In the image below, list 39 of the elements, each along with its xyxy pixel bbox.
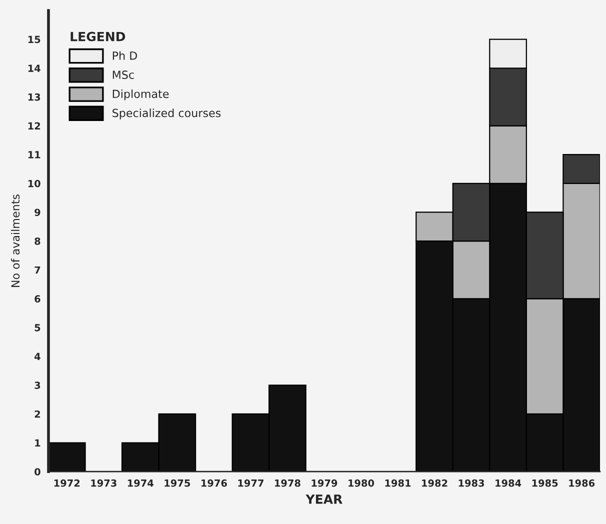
bar <box>48 442 86 472</box>
x-tick-label: 1985 <box>532 479 558 487</box>
legend-label: Ph D <box>112 51 137 60</box>
y-tick-label: 0 <box>34 468 40 476</box>
y-tick-label: 13 <box>28 93 40 101</box>
x-tick-label: 1979 <box>312 479 338 487</box>
x-tick-label: 1982 <box>422 479 448 487</box>
y-tick-label: 5 <box>34 324 40 332</box>
y-tick-label: 1 <box>35 439 40 446</box>
x-tick-label: 1981 <box>385 479 411 487</box>
x-tick-label: 1973 <box>91 479 116 487</box>
x-tick-label: 1976 <box>201 479 227 487</box>
y-tick-label: 12 <box>28 122 40 130</box>
x-tick-label: 1974 <box>128 479 154 487</box>
x-tick-label: 1986 <box>569 479 595 487</box>
legend-label: Diplomate <box>112 89 169 100</box>
y-tick-label: 6 <box>34 295 40 303</box>
legend-label: Specialized courses <box>112 108 221 120</box>
y-tick-label: 14 <box>28 64 40 72</box>
y-axis-title: No of availments <box>11 194 20 287</box>
y-tick-label: 15 <box>28 36 40 44</box>
x-tick-label: 1980 <box>348 479 374 487</box>
y-tick-label: 4 <box>34 352 40 360</box>
y-tick-label: 3 <box>34 382 40 389</box>
x-tick-label: 1975 <box>164 479 190 487</box>
y-tick-label: 7 <box>34 266 40 274</box>
x-axis-title: YEAR <box>306 494 342 504</box>
x-tick-label: 1972 <box>54 479 80 487</box>
legend-title: LEGEND <box>70 32 126 42</box>
legend-label: MSc <box>112 70 134 79</box>
x-tick-label: 1977 <box>238 479 264 487</box>
x-tick-label: 1978 <box>275 479 300 487</box>
x-tick-label: 1984 <box>496 479 522 487</box>
x-tick-label: 1983 <box>458 479 484 487</box>
y-tick-label: 11 <box>28 151 40 158</box>
y-tick-label: 2 <box>34 410 40 418</box>
y-tick-label: 9 <box>34 208 40 216</box>
y-tick-label: 10 <box>28 180 40 188</box>
y-tick-label: 8 <box>34 238 40 245</box>
